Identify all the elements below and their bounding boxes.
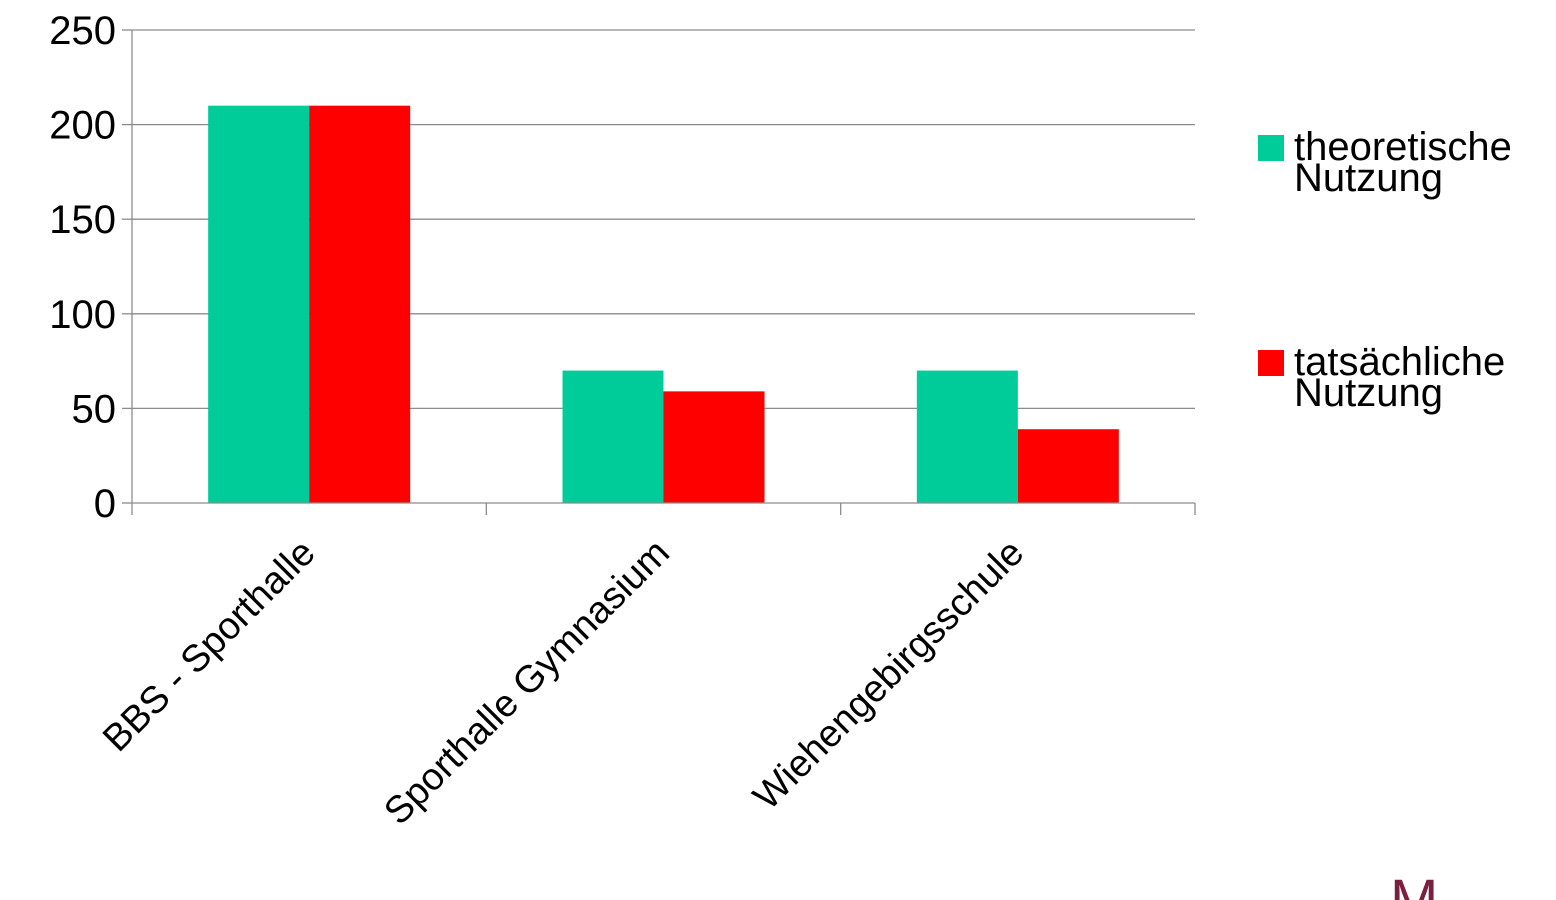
y-tick-labels: 0 50 100 150 200 250 [49,9,116,526]
bar [916,370,1018,503]
y-tick-label: 150 [49,198,116,242]
corner-logo-text: M [1390,868,1438,900]
axes [122,29,1196,515]
legend-label-theoretische-line1: theoretische [1294,125,1512,169]
bar [1017,429,1119,503]
bar [663,391,765,503]
bar [309,105,411,504]
bars [208,105,1119,504]
y-tick-label: 250 [49,9,116,53]
x-tick-labels: BBS - Sporthalle Sporthalle Gymnasium Wieh… [95,532,1032,834]
legend-label-tatsaechliche-line1: tatsächliche [1294,340,1505,384]
x-tick-label: Wiehengebirgsschule [746,532,1033,819]
legend: theoretische Nutzung tatsächliche Nutzun… [1258,125,1512,415]
x-tick-label: Sporthalle Gymnasium [376,532,678,834]
legend-swatch-tatsaechliche [1258,350,1284,376]
legend-swatch-theoretische [1258,135,1284,161]
x-tick-label: BBS - Sporthalle [95,532,323,760]
bar [208,105,310,504]
y-tick-label: 50 [72,387,117,431]
bar [562,370,664,503]
legend-label-theoretische-line2: Nutzung [1294,156,1443,200]
legend-label-tatsaechliche-line2: Nutzung [1294,371,1443,415]
y-tick-label: 0 [94,482,116,526]
y-tick-label: 100 [49,293,116,337]
y-tick-label: 200 [49,104,116,148]
